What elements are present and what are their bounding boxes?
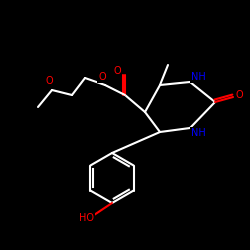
Text: O: O — [98, 72, 106, 82]
Text: HO: HO — [80, 213, 94, 223]
Text: O: O — [45, 76, 53, 86]
Text: NH: NH — [191, 72, 206, 82]
Text: NH: NH — [191, 128, 206, 138]
Text: O: O — [113, 66, 121, 76]
Text: O: O — [235, 90, 243, 100]
